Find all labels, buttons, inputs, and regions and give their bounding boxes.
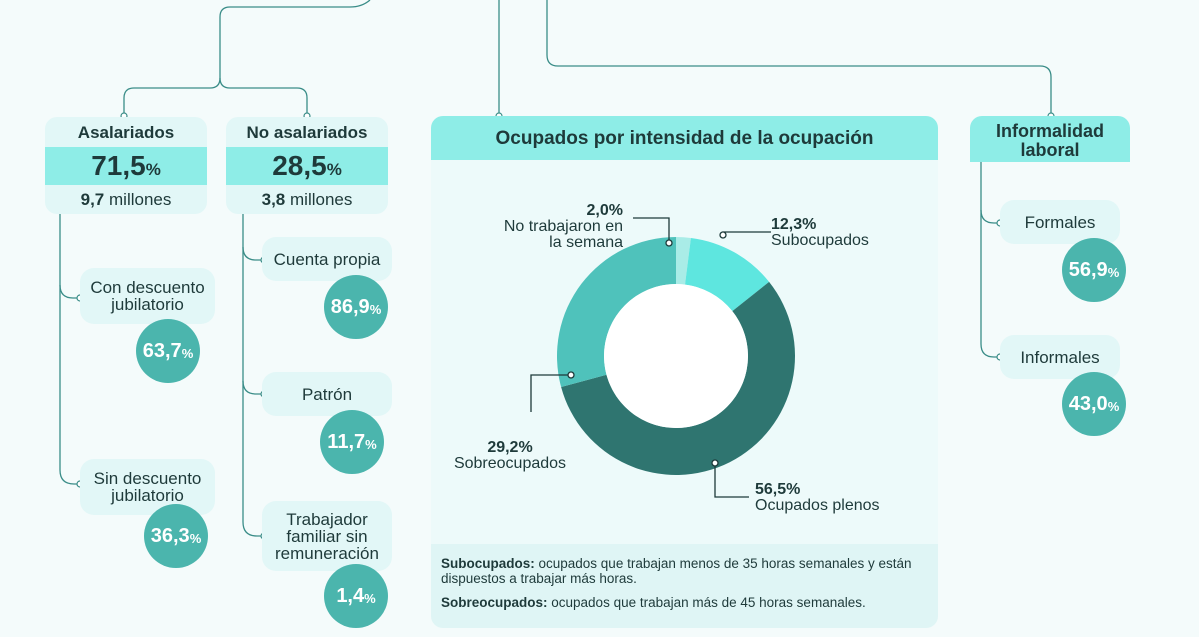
donut-name-subocupados: Subocupados [771, 232, 869, 249]
informalidad-label-formales: Formales [1000, 200, 1120, 244]
definitions-note: Subocupados: ocupados que trabajan menos… [431, 544, 938, 628]
donut-name-no-trabajaron: No trabajaron en la semana [503, 218, 623, 251]
informalidad-title: Informalidad laboral [970, 116, 1130, 162]
no-asalariados-percentage: 28,5% [226, 147, 388, 185]
breakdown-value-sin-descuento: 36,3% [144, 504, 208, 568]
asalariados-count: 9,7 millones [80, 190, 172, 209]
breakdown-value-cuenta-propia: 86,9% [324, 275, 388, 339]
donut-label-no-trabajaron: 2,0% No trabajaron en la semana [483, 203, 623, 251]
no-asalariados-card: No asalariados 28,5% 3,8 millones [226, 117, 388, 214]
donut-hole [604, 284, 748, 428]
donut-slice-no-trabajaron [676, 237, 691, 285]
donut-slice-sobreocupados [557, 237, 676, 388]
donut-label-ocupados-plenos: 56,5% Ocupados plenos [755, 482, 880, 514]
intensity-title: Ocupados por intensidad de la ocupación [431, 116, 938, 160]
breakdown-label-sin-descuento: Sin descuento jubilatorio [80, 459, 215, 515]
donut-name-sobreocupados: Sobreocupados [453, 455, 567, 472]
breakdown-label-patron: Patrón [262, 372, 392, 416]
donut-name-ocupados-plenos: Ocupados plenos [755, 497, 880, 514]
informalidad-label-informales: Informales [1000, 335, 1120, 379]
breakdown-label-con-descuento: Con descuento jubilatorio [80, 268, 215, 324]
donut-slice-ocupados-plenos [561, 281, 795, 476]
note-sobreocupados: Sobreocupados: ocupados que trabajan más… [441, 595, 866, 610]
donut-pct-subocupados: 12,3% [771, 216, 817, 233]
breakdown-label-trabajador-familiar: Trabajador familiar sin remuneración [262, 501, 392, 571]
breakdown-label-cuenta-propia: Cuenta propia [262, 237, 392, 281]
asalariados-percentage: 71,5% [45, 147, 207, 185]
breakdown-value-trabajador-familiar: 1,4% [324, 564, 388, 628]
donut-slice-subocupados [685, 237, 770, 312]
no-asalariados-title: No asalariados [246, 123, 368, 142]
intensity-donut-chart [530, 217, 795, 498]
intensity-panel: Ocupados por intensidad de la ocupación … [431, 116, 938, 628]
breakdown-value-patron: 11,7% [320, 410, 384, 474]
donut-label-subocupados: 12,3% Subocupados [771, 217, 869, 249]
note-subocupados: Subocupados: ocupados que trabajan menos… [441, 556, 912, 586]
donut-pct-ocupados-plenos: 56,5% [755, 481, 801, 498]
donut-pct-sobreocupados: 29,2% [487, 439, 533, 456]
donut-pct-no-trabajaron: 2,0% [586, 202, 623, 219]
informalidad-value-formales: 56,9% [1062, 238, 1126, 302]
no-asalariados-count: 3,8 millones [261, 190, 353, 209]
asalariados-card: Asalariados 71,5% 9,7 millones [45, 117, 207, 214]
informalidad-value-informales: 43,0% [1062, 372, 1126, 436]
breakdown-value-con-descuento: 63,7% [136, 319, 200, 383]
asalariados-title: Asalariados [77, 123, 175, 142]
donut-label-sobreocupados: 29,2% Sobreocupados [445, 440, 575, 472]
